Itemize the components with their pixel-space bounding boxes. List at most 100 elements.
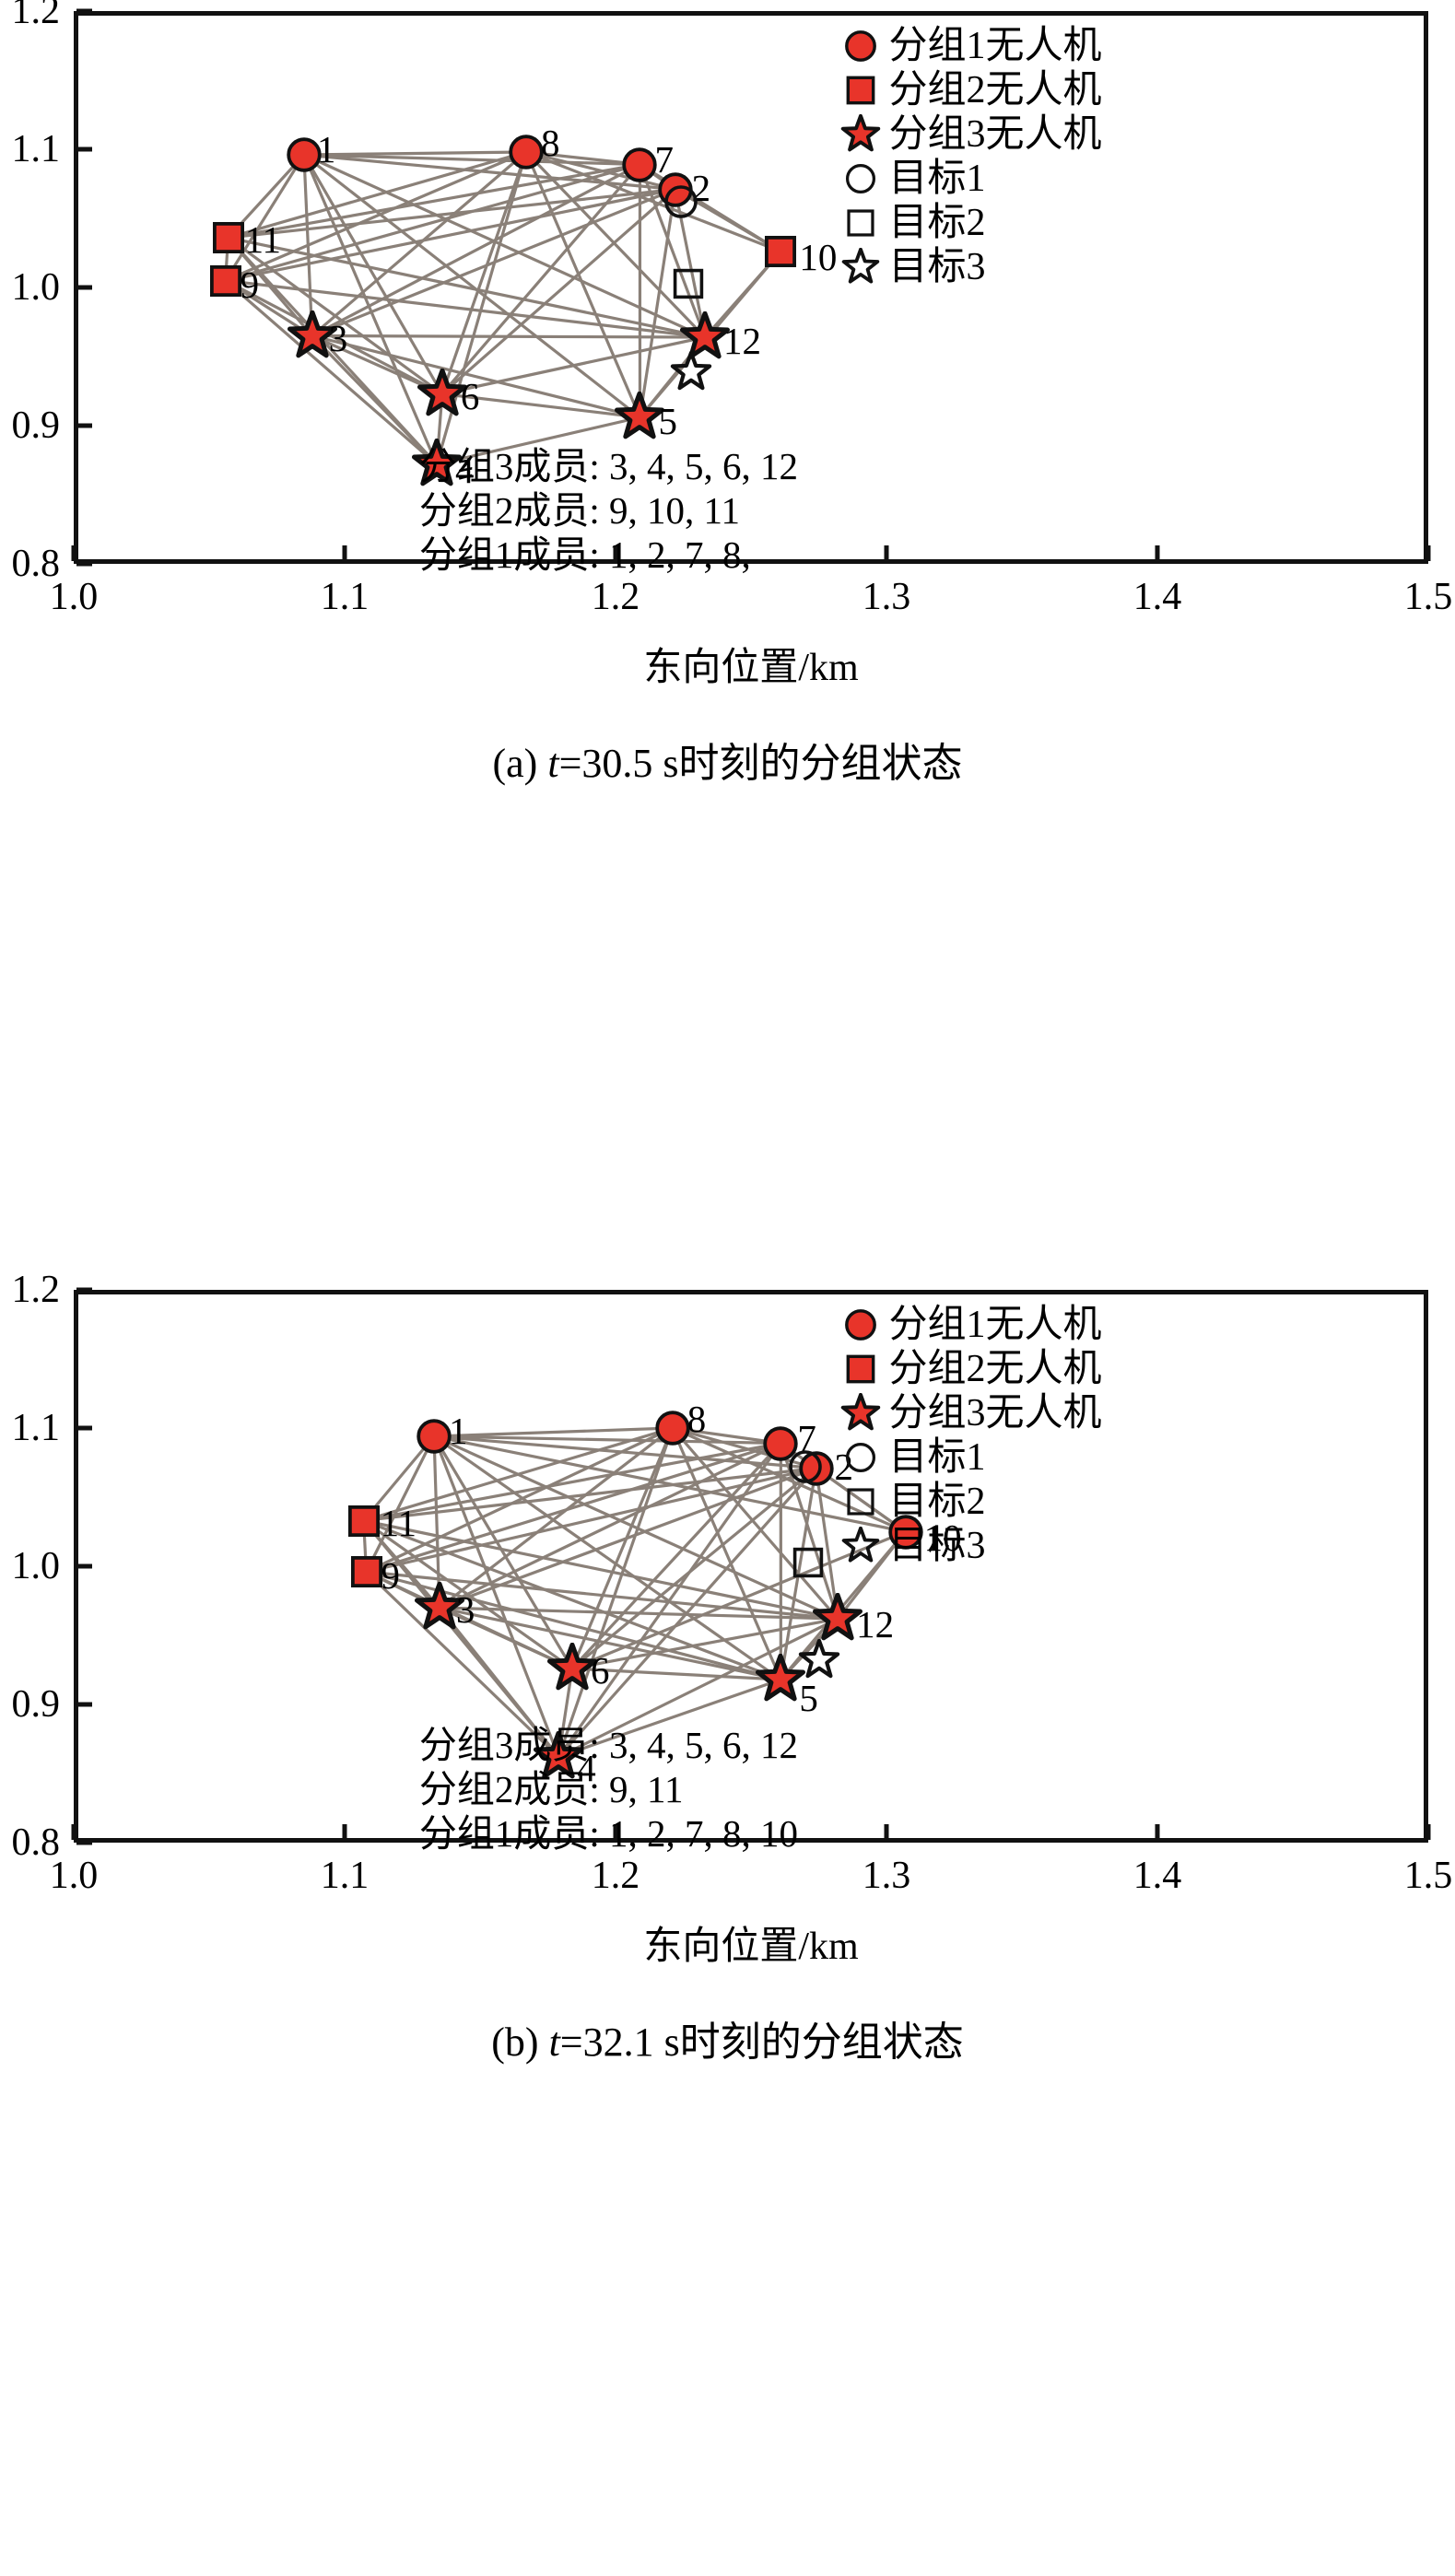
legend-label: 目标1 <box>888 157 986 200</box>
hollow-circle-icon <box>839 1441 882 1474</box>
uav-marker-11[interactable] <box>209 218 248 257</box>
plot-frame <box>74 1290 1428 1843</box>
uav-marker-3[interactable] <box>414 1581 465 1633</box>
uav-marker-9[interactable] <box>206 262 245 300</box>
filled-star-icon <box>839 113 882 155</box>
target-marker-T3[interactable] <box>798 1638 840 1681</box>
legend-label: 目标1 <box>888 1435 986 1479</box>
legend-item[interactable]: 目标2 <box>839 201 1102 244</box>
uav-id-label-8: 8 <box>686 1398 707 1440</box>
x-tick-label: 1.3 <box>862 576 911 618</box>
uav-marker-6[interactable] <box>546 1642 598 1694</box>
legend: 分组1无人机 分组2无人机 分组3无人机 目标1 目标2 目标3 <box>839 24 1102 289</box>
uav-id-label-6: 6 <box>460 374 480 417</box>
legend-item[interactable]: 目标2 <box>839 1480 1102 1523</box>
uav-id-label-12: 12 <box>723 320 762 362</box>
annotation-line: 分组3成员: 3, 4, 5, 6, 12 <box>418 1724 798 1766</box>
x-tick-label: 1.3 <box>862 1855 911 1897</box>
x-tick-label: 1.0 <box>49 576 99 618</box>
y-tick-label: 1.1 <box>11 128 61 170</box>
uav-id-label-12: 12 <box>856 1603 895 1645</box>
uav-id-label-11: 11 <box>380 1501 417 1544</box>
y-tick-label: 0.9 <box>11 1683 61 1726</box>
uav-marker-11[interactable] <box>345 1502 383 1540</box>
panel-caption: (a) t=30.5 s时刻的分组状态 <box>492 741 963 786</box>
uav-marker-9[interactable] <box>347 1552 386 1591</box>
legend-label: 目标2 <box>888 201 986 244</box>
uav-id-label-11: 11 <box>244 218 282 261</box>
hollow-circle-icon <box>839 162 882 195</box>
uav-marker-1[interactable] <box>285 135 323 174</box>
uav-marker-1[interactable] <box>415 1417 453 1456</box>
plot-canvas <box>71 8 1431 567</box>
uav-id-label-7: 7 <box>654 137 674 181</box>
legend-item[interactable]: 分组3无人机 <box>839 112 1102 156</box>
uav-marker-7[interactable] <box>761 1424 800 1463</box>
x-axis-title: 东向位置/km <box>643 647 859 689</box>
legend-item[interactable]: 分组3无人机 <box>839 1391 1102 1434</box>
uav-id-label-4: 4 <box>454 449 475 491</box>
uav-id-label-10: 10 <box>923 1516 962 1559</box>
group-membership-annotation: 分组3成员: 3, 4, 5, 6, 12 分组2成员: 9, 11 分组1成员: … <box>419 1724 798 1856</box>
legend: 分组1无人机 分组2无人机 分组3无人机 目标1 目标2 目标3 <box>839 1303 1102 1568</box>
x-tick-label: 1.2 <box>591 576 640 618</box>
uav-marker-4[interactable] <box>411 438 463 490</box>
uav-marker-12[interactable] <box>812 1592 863 1645</box>
uav-id-label-9: 9 <box>240 263 260 306</box>
uav-marker-5[interactable] <box>755 1653 806 1705</box>
uav-marker-12[interactable] <box>679 310 731 363</box>
legend-item[interactable]: 分组2无人机 <box>839 68 1102 111</box>
legend-item[interactable]: 目标1 <box>839 157 1102 200</box>
uav-id-label-8: 8 <box>540 122 560 164</box>
annotation-line: 分组1成员: 1, 2, 7, 8, 10 <box>418 1811 798 1855</box>
uav-marker-3[interactable] <box>287 310 338 362</box>
x-axis-title: 东向位置/km <box>643 1926 859 1968</box>
uav-marker-2[interactable] <box>797 1449 836 1488</box>
target-marker-T1[interactable] <box>663 183 699 220</box>
legend-item[interactable]: 分组2无人机 <box>839 1347 1102 1390</box>
legend-label: 分组2无人机 <box>888 1347 1102 1390</box>
x-tick-label: 1.2 <box>591 1855 640 1897</box>
uav-marker-4[interactable] <box>533 1730 584 1783</box>
y-tick-label: 0.8 <box>11 543 61 585</box>
legend-label: 分组3无人机 <box>888 112 1102 156</box>
uav-id-label-10: 10 <box>799 236 838 278</box>
legend-item[interactable]: 目标1 <box>839 1435 1102 1479</box>
connection-edges <box>224 150 782 466</box>
legend-item[interactable]: 目标3 <box>839 1524 1102 1567</box>
legend-item[interactable]: 目标3 <box>839 245 1102 288</box>
y-tick-label: 1.0 <box>11 1545 61 1587</box>
uav-id-label-5: 5 <box>658 400 677 442</box>
target-marker-T2[interactable] <box>670 265 707 302</box>
uav-marker-10[interactable] <box>761 232 800 271</box>
y-tick-label: 1.0 <box>11 266 61 309</box>
filled-circle-icon <box>839 1307 882 1342</box>
y-tick-label: 1.1 <box>11 1407 61 1449</box>
target-marker-T1[interactable] <box>787 1448 824 1485</box>
annotation-line: 分组2成员: 9, 11 <box>418 1767 684 1810</box>
hollow-star-icon <box>839 247 882 287</box>
y-tick-label: 0.9 <box>11 404 61 447</box>
target-marker-T3[interactable] <box>670 350 712 393</box>
uav-marker-8[interactable] <box>653 1409 692 1447</box>
legend-item[interactable]: 分组1无人机 <box>839 24 1102 67</box>
legend-item[interactable]: 分组1无人机 <box>839 1303 1102 1346</box>
group-membership-annotation: 分组3成员: 3, 4, 5, 6, 12 分组2成员: 9, 10, 11 分组1… <box>419 445 798 578</box>
panel-caption: (b) t=32.1 s时刻的分组状态 <box>491 2020 964 2065</box>
uav-marker-6[interactable] <box>417 368 468 420</box>
legend-label: 分组1无人机 <box>888 24 1102 67</box>
uav-marker-7[interactable] <box>620 146 659 184</box>
uav-marker-8[interactable] <box>507 133 546 171</box>
uav-marker-5[interactable] <box>614 391 665 443</box>
filled-square-icon <box>839 1352 882 1387</box>
annotation-line: 分组3成员: 3, 4, 5, 6, 12 <box>418 445 798 487</box>
x-tick-label: 1.1 <box>320 576 370 618</box>
y-tick-label: 1.2 <box>11 1269 61 1311</box>
uav-marker-10[interactable] <box>886 1513 925 1551</box>
x-tick-label: 1.4 <box>1132 576 1182 618</box>
target-marker-T2[interactable] <box>790 1544 827 1581</box>
legend-label: 分组2无人机 <box>888 68 1102 111</box>
hollow-star-icon <box>839 1526 882 1565</box>
hollow-square-icon <box>839 1485 882 1518</box>
